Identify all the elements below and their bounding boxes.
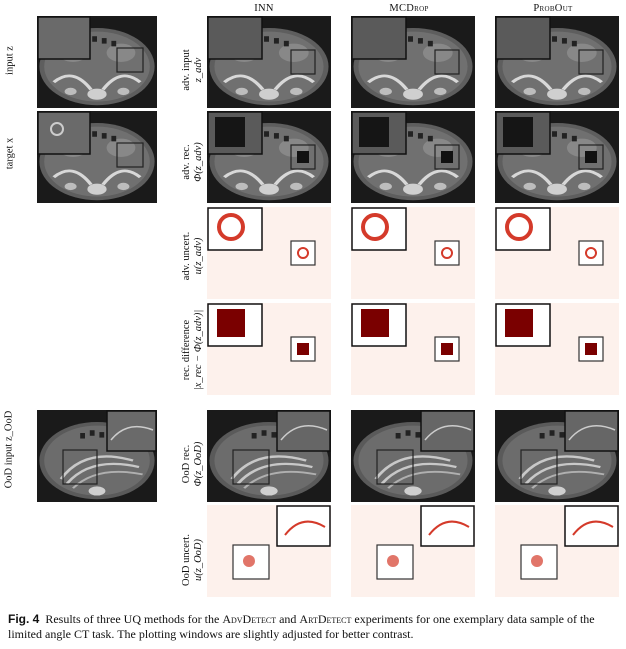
ct-ood-input — [37, 410, 157, 502]
caption-text-1: Results of three UQ methods for the — [45, 612, 220, 626]
figure-caption: Fig. 4 Results of three UQ methods for t… — [8, 612, 620, 642]
column-header-mcdrop: MCDrop — [389, 3, 429, 14]
row-label-adv-rec: adv. rec. Φ(z_adv) — [181, 142, 204, 182]
row-label-adv-input: adv. input z_adv — [181, 49, 204, 91]
panel-adv-input-mcdrop — [351, 16, 475, 108]
panel-rec-difference-probout — [495, 303, 619, 395]
row-label-rec-difference: rec. difference |x_rec − Φ(z_adv)| — [181, 309, 204, 391]
panel-adv-rec-mcdrop — [351, 111, 475, 203]
column-header-probout: ProbOut — [533, 3, 573, 14]
panel-ood-uncert-mcdrop — [351, 505, 475, 597]
panel-adv-uncert-probout — [495, 207, 619, 299]
panel-adv-rec-inn — [207, 111, 331, 203]
row-label-ood-rec: OoD rec. Φ(z_OoD) — [181, 441, 204, 487]
caption-text-2: and — [279, 612, 297, 626]
panel-rec-difference-inn — [207, 303, 331, 395]
row-label-ood-uncert: OoD uncert. u(z_OoD) — [181, 534, 204, 586]
caption-fig-label: Fig. 4 — [8, 612, 40, 626]
panel-adv-rec-probout — [495, 111, 619, 203]
panel-adv-uncert-mcdrop — [351, 207, 475, 299]
row-label-input-z: input z — [4, 46, 16, 75]
panel-rec-difference-mcdrop — [351, 303, 475, 395]
caption-advdetect: AdvDetect — [222, 612, 277, 626]
row-label-ood-input: OoD input z_OoD — [3, 410, 15, 489]
panel-ood-rec-probout — [495, 410, 619, 502]
panel-ood-rec-mcdrop — [351, 410, 475, 502]
panel-adv-input-probout — [495, 16, 619, 108]
panel-ood-uncert-inn — [207, 505, 331, 597]
ct-input-z — [37, 16, 157, 108]
panel-ood-uncert-probout — [495, 505, 619, 597]
column-header-inn: INN — [254, 3, 274, 14]
caption-text-3: experiments for one exemplary data sampl… — [8, 612, 595, 641]
panel-ood-rec-inn — [207, 410, 331, 502]
panel-adv-uncert-inn — [207, 207, 331, 299]
row-label-adv-uncert: adv. uncert. u(z_adv) — [181, 231, 204, 281]
row-label-target-x: target x — [4, 137, 16, 170]
ct-target-x — [37, 111, 157, 203]
caption-artdetect: ArtDetect — [299, 612, 352, 626]
panel-adv-input-inn — [207, 16, 331, 108]
